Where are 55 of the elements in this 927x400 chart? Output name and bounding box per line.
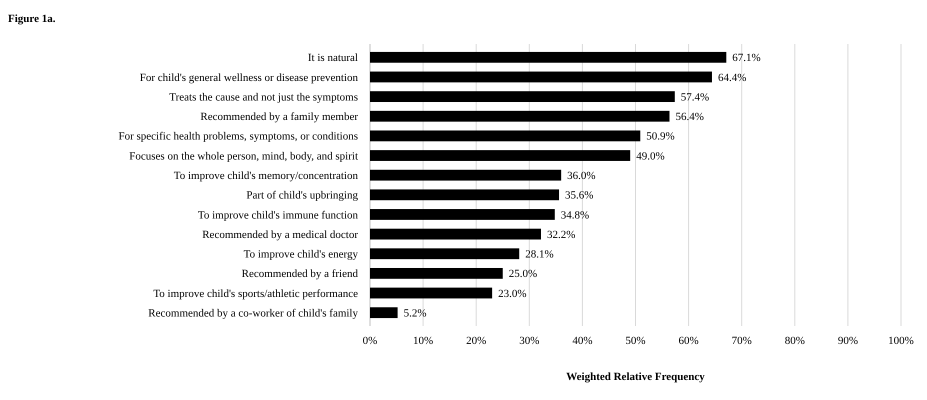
data-label: 56.4% [675, 111, 704, 124]
x-tick-label: 90% [838, 335, 858, 347]
y-tick-label: To improve child's memory/concentration [174, 170, 358, 182]
y-tick-label: It is natural [308, 52, 358, 64]
y-tick-label: Recommended by a friend [242, 268, 358, 280]
bar [370, 248, 520, 260]
data-label: 34.8% [560, 209, 590, 222]
x-axis-title: Weighted Relative Frequency [566, 371, 706, 383]
x-tick-label: 30% [519, 335, 540, 347]
bar [370, 110, 670, 122]
y-tick-label: To improve child's sports/athletic performance [153, 288, 358, 300]
bar [370, 150, 630, 161]
bar [370, 209, 555, 220]
data-label: 36.0% [567, 170, 596, 182]
data-label: 50.9% [646, 130, 675, 143]
x-tick-label: 60% [678, 335, 699, 347]
y-tick-label: For specific health problems, symptoms, or conditions [118, 130, 358, 143]
y-tick-label: Recommended by a family member [200, 111, 358, 124]
x-tick-label: 100% [888, 335, 914, 347]
y-tick-label: Part of child's upbringing [246, 190, 358, 202]
bar [370, 189, 560, 200]
data-label: 35.6% [565, 190, 594, 202]
bar [370, 228, 541, 240]
bar [370, 91, 675, 102]
data-label: 28.1% [525, 248, 554, 261]
x-tick-label: 10% [413, 335, 434, 347]
data-label: 64.4% [718, 72, 746, 84]
data-label: 32.2% [546, 228, 576, 241]
y-tick-label: To improve child's immune function [198, 209, 358, 222]
y-tick-label: Recommended by a medical doctor [202, 228, 358, 241]
bar [370, 170, 562, 181]
y-tick-label: Treats the cause and not just the symptoms [169, 91, 358, 104]
x-tick-label: 0% [362, 335, 378, 347]
x-tick-label: 20% [466, 335, 486, 347]
bar [370, 72, 712, 82]
y-tick-label: To improve child's energy [244, 248, 358, 261]
data-label: 49.0% [636, 150, 665, 162]
bar [370, 52, 726, 63]
data-label: 23.0% [498, 288, 527, 300]
data-label: 25.0% [508, 268, 538, 280]
x-tick-label: 50% [625, 335, 646, 347]
bar [370, 268, 503, 279]
data-label: 67.1% [732, 52, 761, 64]
bar [370, 307, 398, 318]
data-label: 5.2% [404, 308, 427, 320]
text: Figure 1a. [8, 13, 56, 25]
y-tick-label: Focuses on the whole person, mind, body, and spirit [129, 150, 358, 162]
x-tick-label: 40% [572, 335, 592, 347]
y-tick-label: For child's general wellness or disease prevention [140, 72, 358, 84]
y-tick-label: Recommended by a co-worker of child's family [148, 308, 358, 320]
x-tick-label: 80% [784, 335, 805, 347]
bar [370, 130, 640, 142]
x-tick-label: 70% [732, 335, 752, 347]
data-label: 57.4% [680, 91, 710, 104]
bar [370, 288, 492, 298]
